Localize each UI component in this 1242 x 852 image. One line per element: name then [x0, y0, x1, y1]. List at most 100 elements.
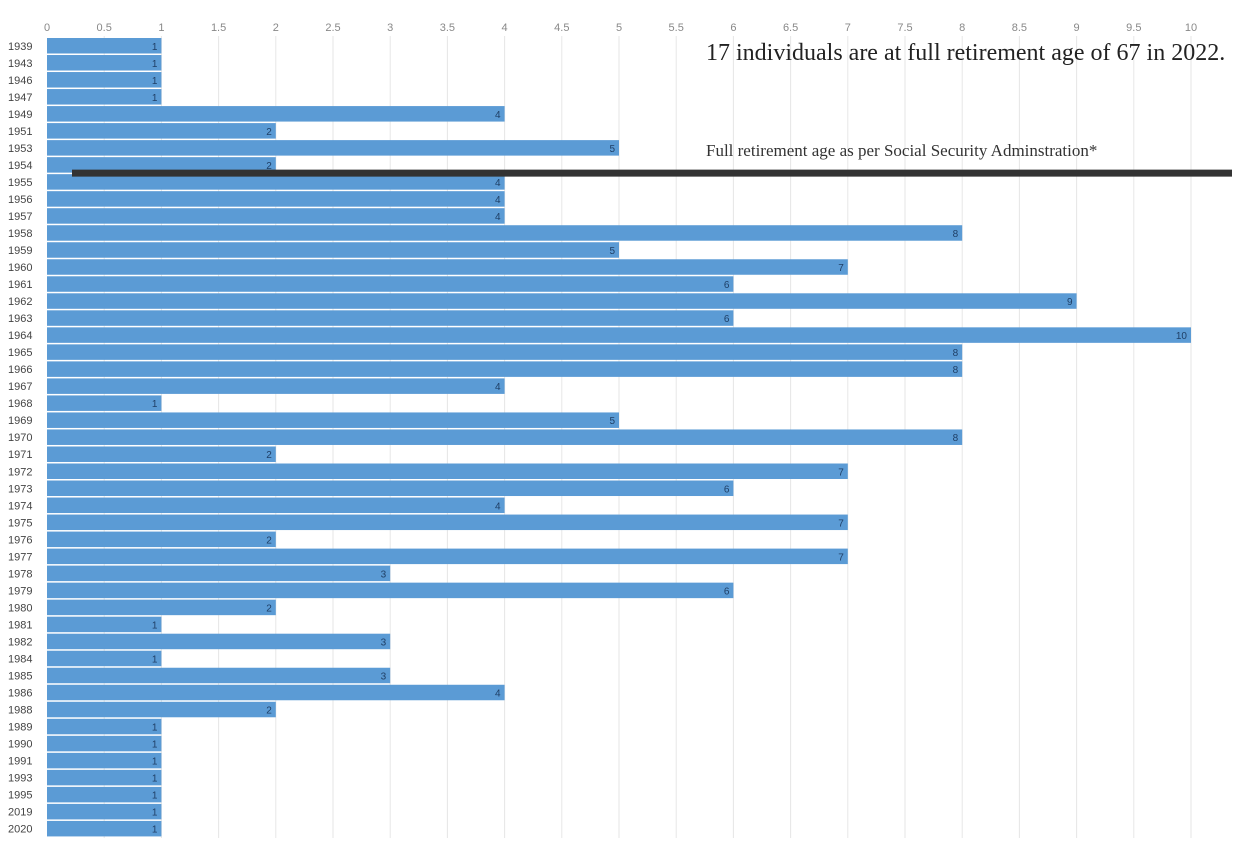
category-label: 1965	[8, 347, 32, 359]
bar-value-label: 4	[495, 501, 501, 512]
category-label: 1974	[8, 500, 32, 512]
category-label: 1970	[8, 432, 32, 444]
bar-value-label: 1	[152, 59, 158, 70]
bar	[47, 803, 162, 820]
category-label: 1971	[8, 449, 32, 461]
category-label: 1982	[8, 636, 32, 648]
bar	[47, 650, 162, 667]
category-label: 1958	[8, 228, 32, 240]
category-label: 1957	[8, 211, 32, 223]
bar-value-label: 6	[724, 586, 730, 597]
bar-value-label: 3	[381, 671, 387, 682]
bar	[47, 276, 734, 292]
annotation-title: 17 individuals are at full retirement ag…	[706, 40, 1226, 66]
bar	[47, 38, 162, 54]
category-label: 1989	[8, 722, 32, 734]
bar	[47, 395, 162, 411]
bar	[47, 191, 505, 207]
category-label: 1967	[8, 381, 32, 393]
bar-value-label: 5	[609, 246, 615, 257]
bar-value-label: 8	[953, 348, 959, 359]
x-tick-label: 9.5	[1126, 22, 1141, 34]
bar	[47, 361, 963, 377]
bar-value-label: 1	[152, 76, 158, 87]
bar	[47, 633, 391, 650]
category-label: 1964	[8, 330, 32, 342]
bar-value-label: 1	[152, 757, 158, 768]
category-label: 1956	[8, 194, 32, 206]
bar	[47, 89, 162, 105]
x-tick-label: 9	[1074, 22, 1080, 34]
bar	[47, 480, 734, 497]
category-label: 1953	[8, 143, 32, 155]
category-label: 1980	[8, 602, 32, 614]
bar-value-label: 6	[724, 280, 730, 291]
category-label: 1975	[8, 517, 32, 529]
bar-value-label: 7	[838, 263, 844, 274]
bar	[47, 616, 162, 633]
bar	[47, 667, 391, 684]
bar	[47, 599, 276, 616]
bar-value-label: 4	[495, 689, 501, 700]
bar-value-label: 4	[495, 178, 501, 189]
x-tick-label: 5	[616, 22, 622, 34]
category-label: 1978	[8, 568, 32, 580]
bar-value-label: 1	[152, 399, 158, 410]
bar	[47, 310, 734, 326]
bar-value-label: 1	[152, 791, 158, 802]
bar	[47, 259, 848, 275]
bar	[47, 463, 848, 479]
x-tick-label: 5.5	[669, 22, 684, 34]
category-label: 1961	[8, 279, 32, 291]
bar	[47, 174, 505, 190]
bar	[47, 446, 276, 462]
category-label: 1976	[8, 534, 32, 546]
bar	[47, 684, 505, 701]
category-label: 1939	[8, 41, 32, 53]
bar-value-label: 1	[152, 654, 158, 665]
bar-value-label: 10	[1176, 331, 1188, 342]
x-tick-label: 1.5	[211, 22, 226, 34]
bar-value-label: 1	[152, 620, 158, 631]
category-label: 1972	[8, 466, 32, 478]
category-label: 1993	[8, 773, 32, 785]
x-tick-label: 6.5	[783, 22, 798, 34]
bar-value-label: 1	[152, 808, 158, 819]
bar	[47, 514, 848, 531]
x-tick-label: 0	[44, 22, 50, 34]
x-tick-label: 2.5	[325, 22, 340, 34]
bar-value-label: 6	[724, 314, 730, 325]
bar	[47, 327, 1191, 343]
bar	[47, 378, 505, 394]
bar	[47, 531, 276, 548]
category-label: 1946	[8, 75, 32, 87]
bar	[47, 565, 391, 582]
bar	[47, 820, 162, 837]
bar	[47, 718, 162, 735]
bar-value-label: 6	[724, 484, 730, 495]
category-label: 1947	[8, 92, 32, 104]
category-label: 2019	[8, 807, 32, 819]
category-label: 1962	[8, 296, 32, 308]
category-label: 1943	[8, 58, 32, 70]
bar-value-label: 1	[152, 42, 158, 53]
bar-value-label: 4	[495, 212, 501, 223]
bar-value-label: 2	[266, 603, 272, 614]
bar-value-label: 7	[838, 518, 844, 529]
category-label: 2020	[8, 824, 32, 836]
x-tick-label: 4	[502, 22, 508, 34]
x-tick-label: 6	[730, 22, 736, 34]
bar-value-label: 2	[266, 161, 272, 172]
bar	[47, 208, 505, 224]
x-tick-label: 10	[1185, 22, 1197, 34]
bar-value-label: 8	[953, 229, 959, 240]
x-tick-label: 7.5	[897, 22, 912, 34]
category-label: 1986	[8, 688, 32, 700]
bar	[47, 582, 734, 599]
category-label: 1995	[8, 790, 32, 802]
bar-value-label: 5	[609, 416, 615, 427]
bar	[47, 106, 505, 122]
x-tick-label: 7	[845, 22, 851, 34]
bar-value-label: 1	[152, 740, 158, 751]
bar-value-label: 2	[266, 706, 272, 717]
